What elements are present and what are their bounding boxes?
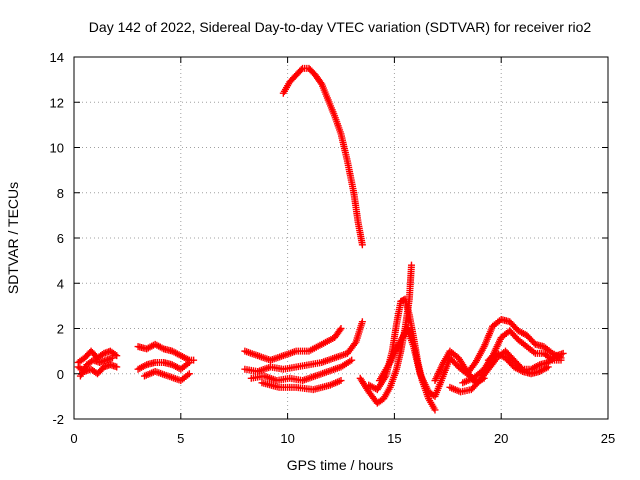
series-arc-a3 bbox=[76, 354, 116, 380]
data-point bbox=[431, 406, 439, 414]
x-tick-label: 5 bbox=[177, 431, 184, 446]
data-point bbox=[559, 349, 567, 357]
data-markers bbox=[74, 64, 567, 414]
y-tick-label: 12 bbox=[50, 95, 64, 110]
y-tick-label: 6 bbox=[57, 231, 64, 246]
data-point bbox=[407, 261, 415, 269]
data-point bbox=[348, 356, 356, 364]
data-point bbox=[337, 325, 345, 332]
data-point bbox=[185, 370, 193, 378]
data-point bbox=[557, 356, 565, 364]
series-arc-c1 bbox=[241, 325, 345, 364]
y-axis-label: SDTVAR / TECUs bbox=[5, 182, 21, 294]
chart-title: Day 142 of 2022, Sidereal Day-to-day VTE… bbox=[89, 19, 592, 35]
series-arc-f4 bbox=[484, 349, 552, 378]
x-tick-label: 0 bbox=[70, 431, 77, 446]
y-tick-label: 14 bbox=[50, 50, 64, 65]
series-arc-b2 bbox=[134, 358, 193, 373]
data-point bbox=[544, 363, 552, 371]
y-tick-label: 10 bbox=[50, 141, 64, 156]
x-axis-label: GPS time / hours bbox=[287, 457, 394, 473]
series-arc-c3 bbox=[247, 356, 356, 385]
y-tick-label: 4 bbox=[57, 276, 64, 291]
y-tick-label: 2 bbox=[57, 322, 64, 337]
data-point bbox=[113, 352, 121, 360]
data-point bbox=[185, 358, 193, 366]
data-point bbox=[337, 377, 345, 385]
data-point bbox=[351, 340, 359, 348]
series-arc-c2 bbox=[241, 318, 366, 375]
data-point bbox=[108, 354, 116, 362]
series-arc-b1 bbox=[134, 340, 198, 364]
data-point bbox=[336, 326, 344, 334]
x-tick-label: 20 bbox=[494, 431, 508, 446]
data-point bbox=[358, 241, 366, 249]
y-axis-ticks: -2 0 2 4 6 8 10 12 14 bbox=[50, 50, 608, 427]
y-tick-label: 0 bbox=[57, 367, 64, 382]
data-point bbox=[113, 363, 121, 371]
series-arc-d1 bbox=[279, 64, 366, 249]
x-tick-label: 25 bbox=[601, 431, 615, 446]
data-point bbox=[190, 356, 198, 364]
y-tick-label: 8 bbox=[57, 186, 64, 201]
x-tick-label: 10 bbox=[280, 431, 294, 446]
y-tick-label: -2 bbox=[52, 412, 64, 427]
gridlines bbox=[74, 57, 608, 419]
series-arc-b3 bbox=[140, 367, 193, 385]
x-axis-ticks: 0 5 10 15 20 25 bbox=[70, 57, 615, 446]
series-arc-c4 bbox=[258, 377, 345, 394]
series-arc-f1 bbox=[463, 315, 565, 378]
x-tick-label: 15 bbox=[387, 431, 401, 446]
data-point bbox=[297, 66, 305, 74]
data-point bbox=[358, 318, 366, 326]
